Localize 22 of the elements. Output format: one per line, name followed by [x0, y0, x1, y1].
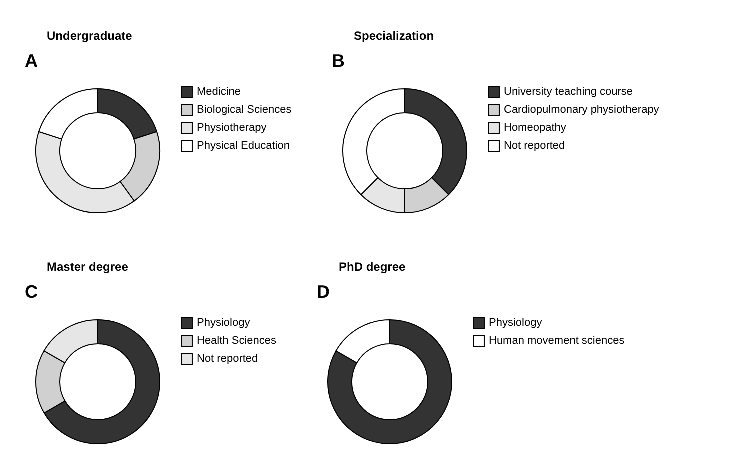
legend-label: Physiotherapy: [197, 122, 268, 134]
chart-title: PhD degree: [339, 260, 406, 274]
text: B: [332, 51, 345, 71]
legend-label: Physiology: [197, 317, 251, 329]
legend-label: Medicine: [197, 86, 242, 98]
chart-title: Undergraduate: [47, 29, 133, 43]
text: C: [25, 282, 38, 302]
legend-label: Not reported: [504, 140, 566, 152]
donut-slice: [328, 320, 452, 444]
text: D: [317, 282, 330, 302]
legend-label: Cardiopulmonary physiotherapy: [504, 104, 660, 116]
legend-label: Health Sciences: [197, 335, 277, 347]
chart-title: Specialization: [354, 29, 434, 43]
chart-title: Master degree: [47, 260, 129, 274]
text: A: [25, 51, 38, 71]
legend-label: Biological Sciences: [197, 104, 292, 116]
legend-label: Physical Education: [197, 140, 290, 152]
legend-label: Human movement sciences: [489, 335, 626, 347]
legend-label: Not reported: [197, 353, 258, 365]
legend-label: Homeopathy: [504, 122, 567, 134]
legend-label: Physiology: [489, 317, 543, 329]
legend-label: University teaching course: [504, 86, 634, 98]
